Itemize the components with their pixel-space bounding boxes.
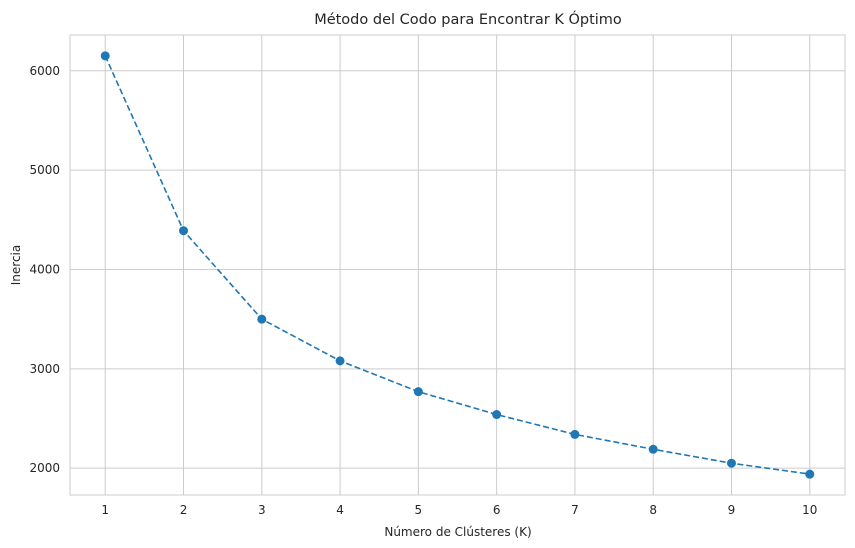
x-tick-label: 5 [415, 503, 423, 517]
grid-lines [70, 35, 845, 495]
data-point [413, 387, 423, 397]
y-tick-label: 4000 [29, 262, 60, 276]
y-tick-label: 6000 [29, 64, 60, 78]
y-tick-label: 3000 [29, 362, 60, 376]
x-tick-label: 10 [802, 503, 817, 517]
data-point [805, 469, 815, 479]
x-tick-label: 4 [336, 503, 344, 517]
data-point [648, 444, 658, 454]
x-tick-labels: 1 2 3 4 5 6 7 8 9 10 [101, 503, 817, 517]
data-point [335, 356, 345, 366]
series-layer [100, 51, 815, 479]
data-point [726, 458, 736, 468]
data-point [100, 51, 110, 61]
chart-title: Método del Codo para Encontrar K Óptimo [314, 10, 622, 28]
x-tick-label: 9 [728, 503, 736, 517]
x-tick-label: 8 [649, 503, 657, 517]
plot-frame [69, 34, 846, 496]
x-tick-label: 2 [180, 503, 188, 517]
x-tick-label: 3 [258, 503, 266, 517]
y-tick-label: 2000 [29, 461, 60, 475]
x-tick-label: 1 [101, 503, 109, 517]
series-line [104, 55, 810, 475]
y-tick-label: 5000 [29, 163, 60, 177]
x-axis-label: Número de Clústeres (K) [384, 525, 531, 539]
x-tick-label: 6 [493, 503, 501, 517]
data-point [492, 410, 502, 420]
data-point [179, 226, 189, 236]
data-point [257, 314, 267, 324]
y-tick-labels: 2000 3000 4000 5000 6000 [29, 64, 60, 475]
data-point [570, 429, 580, 439]
x-tick-label: 7 [571, 503, 579, 517]
y-axis-label: Inercia [9, 245, 23, 285]
